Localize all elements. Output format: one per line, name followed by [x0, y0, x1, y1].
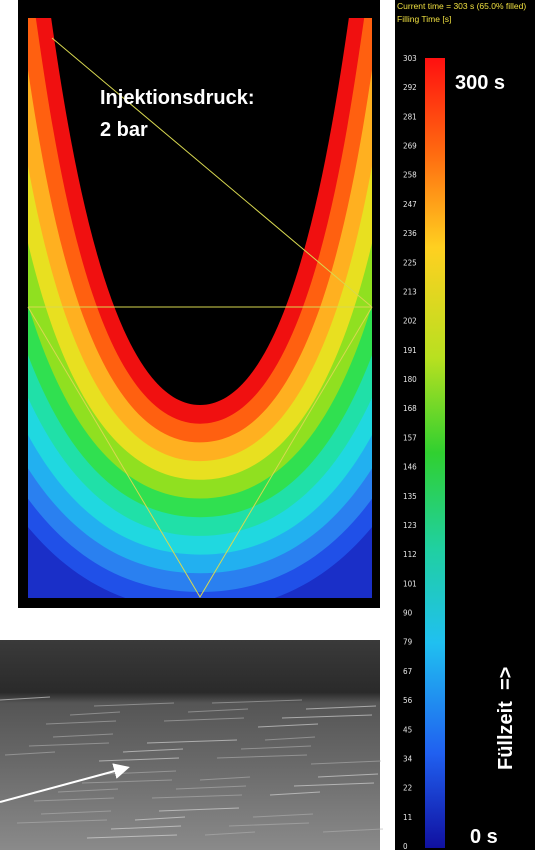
streak	[240, 745, 312, 750]
fill-band	[51, 18, 349, 405]
tick-label: 146	[403, 463, 417, 472]
guide-triangle	[27, 306, 373, 598]
pressure-value: 2 bar	[100, 119, 148, 141]
streak	[211, 699, 303, 704]
pressure-label: Injektionsdruck:	[100, 87, 254, 109]
streak	[86, 834, 178, 839]
streak	[322, 828, 384, 833]
tick-label: 34	[403, 754, 413, 763]
streak	[199, 776, 251, 781]
streak	[175, 785, 247, 790]
colorbar-panel	[395, 0, 535, 850]
colorbar-subheader: Filling Time [s]	[397, 14, 451, 24]
streak	[252, 813, 314, 818]
streak	[4, 751, 56, 756]
tick-label: 157	[403, 433, 417, 442]
tick-label: 292	[403, 83, 417, 92]
tick-label: 11	[403, 813, 412, 822]
tick-label: 67	[403, 667, 412, 676]
streak	[158, 807, 240, 812]
photo-texture	[0, 696, 384, 839]
tick-label: 180	[403, 375, 417, 384]
streak	[122, 748, 184, 753]
tick-label: 90	[403, 609, 413, 618]
tick-label: 258	[403, 171, 417, 180]
streak	[69, 711, 121, 716]
streak	[228, 822, 310, 827]
max-label: 300 s	[455, 72, 505, 94]
colorbar-ticks: 303 292 281 269 258 247 236 225 213 202 191 180 168 1…	[403, 54, 417, 850]
tick-label: 135	[403, 492, 417, 501]
tick-label: 247	[403, 200, 417, 209]
arrow	[0, 763, 130, 803]
streak	[33, 797, 115, 802]
overlay-lines	[27, 37, 373, 598]
streak	[269, 791, 321, 796]
streak	[146, 739, 238, 744]
streak	[28, 742, 110, 747]
streak	[310, 760, 382, 765]
tick-label: 191	[403, 346, 417, 355]
streak	[281, 714, 373, 719]
tick-label: 281	[403, 112, 417, 121]
tick-label: 213	[403, 287, 417, 296]
streak	[187, 708, 249, 713]
streak	[264, 736, 316, 741]
streak	[98, 757, 180, 762]
streak	[110, 825, 182, 830]
tick-label: 269	[403, 142, 417, 151]
guide-line	[51, 37, 373, 308]
streak	[293, 782, 375, 787]
axis-label: Füllzeit =>	[495, 667, 517, 770]
streak	[216, 754, 308, 759]
streak	[257, 723, 319, 728]
min-label: 0 s	[470, 826, 498, 848]
streak	[93, 702, 175, 707]
tick-label: 56	[403, 696, 413, 705]
streak	[16, 819, 108, 824]
fill-field	[28, 18, 372, 598]
colorbar-header: Current time = 303 s (65.0% filled)	[397, 1, 526, 11]
streak	[40, 810, 112, 815]
streak	[204, 831, 256, 836]
tick-label: 101	[403, 579, 417, 588]
tick-label: 0	[403, 842, 408, 850]
streak	[163, 717, 245, 722]
tick-label: 168	[403, 404, 417, 413]
tick-label: 112	[403, 550, 417, 559]
tick-label: 236	[403, 229, 417, 238]
streak	[151, 794, 243, 799]
streak	[57, 788, 119, 793]
streak	[0, 696, 51, 701]
tick-label: 303	[403, 54, 417, 63]
streak	[81, 779, 173, 784]
tick-label: 22	[403, 784, 412, 793]
streak	[45, 720, 117, 725]
streak	[52, 733, 114, 738]
tick-label: 225	[403, 258, 417, 267]
tick-label: 79	[403, 638, 413, 647]
streak	[317, 773, 379, 778]
tick-label: 202	[403, 317, 417, 326]
tick-label: 45	[403, 725, 412, 734]
colorbar	[425, 58, 445, 848]
streak	[305, 705, 377, 710]
streak	[134, 816, 186, 821]
tick-label: 123	[403, 521, 417, 530]
